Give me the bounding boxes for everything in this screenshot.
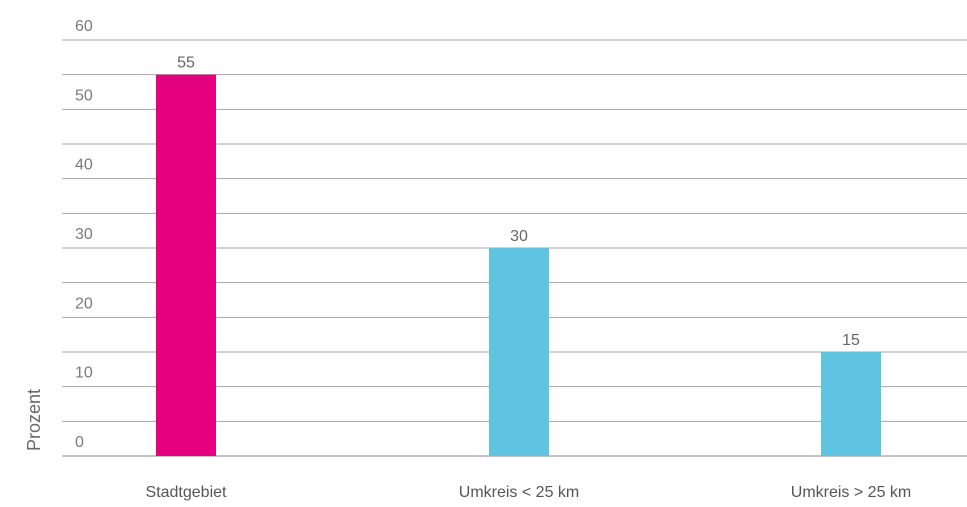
- bars: [156, 74, 881, 457]
- bar: [821, 352, 881, 456]
- y-tick-label: 20: [75, 295, 93, 312]
- y-tick-label: 30: [75, 226, 93, 243]
- x-tick-label: Umkreis > 25 km: [791, 484, 911, 501]
- data-label: 15: [842, 332, 860, 349]
- x-tick-label: Stadtgebiet: [146, 484, 228, 501]
- y-tick-label: 10: [75, 365, 93, 382]
- y-tick-label: 40: [75, 157, 93, 174]
- x-tick-label: Umkreis < 25 km: [459, 484, 579, 501]
- y-tick-label: 60: [75, 18, 93, 35]
- y-tick-label: 50: [75, 87, 93, 104]
- data-labels: 55 30 15: [177, 55, 860, 349]
- data-label: 30: [510, 228, 528, 245]
- y-axis-label: Prozent: [24, 389, 44, 451]
- bar: [156, 74, 216, 457]
- y-axis-ticks: 0 10 20 30 40 50 60: [75, 18, 93, 451]
- bar: [489, 248, 549, 456]
- x-axis-ticks: Stadtgebiet Umkreis < 25 km Umkreis > 25 k…: [146, 484, 912, 501]
- data-label: 55: [177, 55, 195, 72]
- y-tick-label: 0: [75, 434, 84, 451]
